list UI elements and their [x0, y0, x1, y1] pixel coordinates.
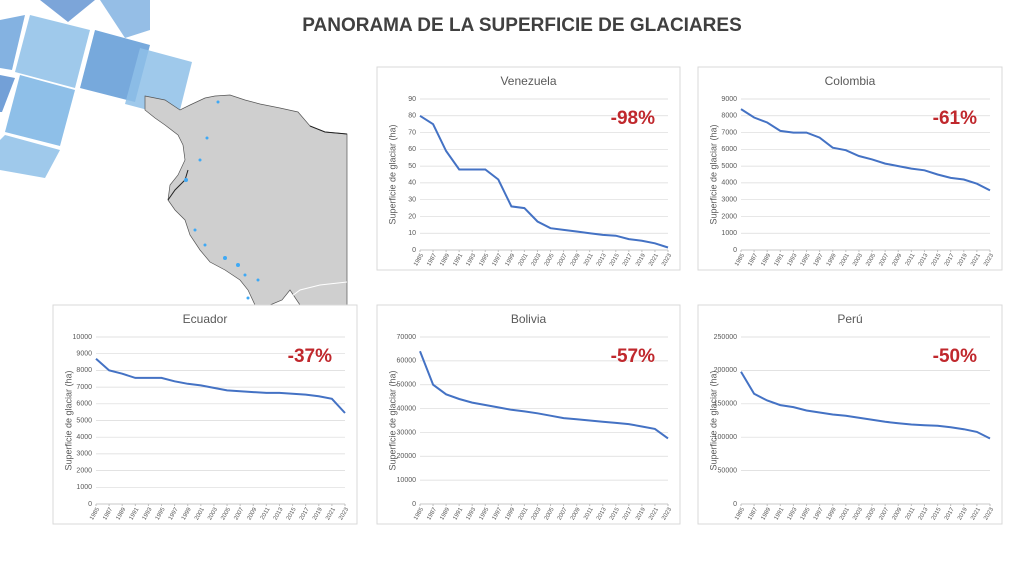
slide-title: PANORAMA DE LA SUPERFICIE DE GLACIARES	[302, 15, 742, 36]
y-axis-label: Superficie de glaciar (ha)	[387, 370, 397, 470]
x-tick-label: 2011	[905, 506, 917, 521]
change-annotation: -61%	[933, 108, 977, 129]
y-tick-label: 7000	[721, 129, 737, 136]
y-tick-label: 1000	[76, 484, 92, 491]
chart-title: Ecuador	[183, 312, 228, 326]
y-tick-label: 90	[408, 96, 416, 103]
y-axis-label: Superficie de glaciar (ha)	[708, 124, 718, 224]
y-tick-label: 10000	[73, 334, 93, 341]
chart-title: Venezuela	[500, 74, 556, 88]
y-tick-label: 60	[408, 146, 416, 153]
chart-title: Bolivia	[511, 312, 547, 326]
y-tick-label: 10000	[397, 477, 417, 484]
y-tick-label: 150000	[714, 401, 737, 408]
y-tick-label: 8000	[76, 367, 92, 374]
y-tick-label: 20000	[397, 453, 417, 460]
y-tick-label: 3000	[76, 451, 92, 458]
y-tick-label: 40	[408, 180, 416, 187]
chart-frame	[697, 304, 1003, 525]
y-tick-label: 10	[408, 230, 416, 237]
y-tick-label: 8000	[721, 113, 737, 120]
y-tick-label: 6000	[76, 401, 92, 408]
data-line	[740, 108, 991, 192]
x-tick-label: 2011	[583, 506, 595, 521]
y-tick-label: 40000	[397, 405, 417, 412]
data-line	[419, 114, 669, 249]
y-tick-label: 4000	[721, 180, 737, 187]
y-tick-label: 0	[412, 501, 416, 508]
y-tick-label: 70000	[397, 334, 417, 341]
change-annotation: -37%	[288, 346, 332, 367]
y-tick-label: 7000	[76, 384, 92, 391]
y-tick-label: 9000	[76, 351, 92, 358]
decor-tiles	[0, 0, 192, 178]
y-tick-label: 50000	[718, 467, 738, 474]
y-tick-label: 60000	[397, 358, 417, 365]
map	[144, 94, 348, 306]
y-tick-label: 30	[408, 197, 416, 204]
chart-frame	[52, 304, 358, 525]
data-line	[740, 371, 991, 440]
change-annotation: -50%	[933, 346, 977, 367]
y-tick-label: 50	[408, 163, 416, 170]
change-annotation: -98%	[611, 108, 655, 129]
chart-frame	[376, 304, 681, 525]
y-tick-label: 20	[408, 213, 416, 220]
y-tick-label: 80	[408, 113, 416, 120]
chart-title: Colombia	[825, 74, 876, 88]
y-tick-label: 200000	[714, 367, 737, 374]
y-tick-label: 3000	[721, 197, 737, 204]
y-tick-label: 9000	[721, 96, 737, 103]
y-tick-label: 2000	[76, 467, 92, 474]
y-tick-label: 0	[733, 501, 737, 508]
y-tick-label: 0	[88, 501, 92, 508]
y-tick-label: 2000	[721, 213, 737, 220]
y-axis-label: Superficie de glaciar (ha)	[708, 370, 718, 470]
data-line	[419, 350, 669, 440]
y-tick-label: 1000	[721, 230, 737, 237]
y-tick-label: 50000	[397, 382, 417, 389]
y-axis-label: Superficie de glaciar (ha)	[63, 370, 73, 470]
y-tick-label: 70	[408, 129, 416, 136]
y-axis-label: Superficie de glaciar (ha)	[387, 124, 397, 224]
x-tick-label: 2011	[905, 252, 917, 267]
x-tick-label: 2011	[583, 252, 595, 267]
y-tick-label: 5000	[76, 417, 92, 424]
y-tick-label: 5000	[721, 163, 737, 170]
x-tick-label: 2011	[260, 506, 272, 521]
y-tick-label: 4000	[76, 434, 92, 441]
chart-frame	[697, 66, 1003, 271]
change-annotation: -57%	[611, 346, 655, 367]
y-tick-label: 0	[412, 247, 416, 254]
chart-frame	[376, 66, 681, 271]
chart-title: Perú	[837, 312, 862, 326]
y-tick-label: 100000	[714, 434, 737, 441]
y-tick-label: 30000	[397, 429, 417, 436]
y-tick-label: 6000	[721, 146, 737, 153]
y-tick-label: 0	[733, 247, 737, 254]
y-tick-label: 250000	[714, 334, 737, 341]
data-line	[95, 357, 346, 414]
